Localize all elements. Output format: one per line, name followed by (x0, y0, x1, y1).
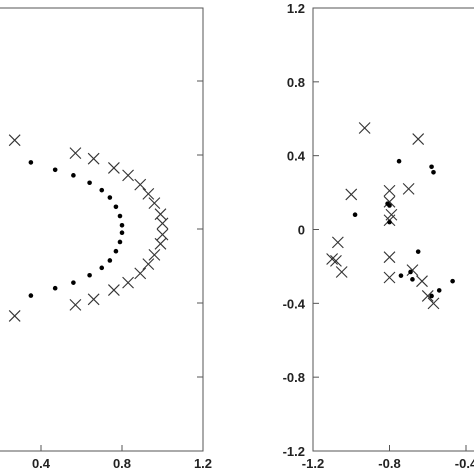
cross-point (330, 254, 342, 267)
dot-point (107, 195, 113, 200)
cross-point (335, 266, 348, 278)
cross-point (345, 188, 358, 201)
cross-point (8, 310, 21, 322)
axes-frame (312, 7, 474, 452)
cross-point (8, 134, 21, 147)
dot-point (71, 173, 76, 178)
dot-point (71, 280, 76, 285)
cross-point (156, 217, 169, 230)
dot-point (429, 164, 434, 170)
x-tick-label: -1.2 (302, 456, 324, 471)
dot-point (107, 258, 113, 263)
x-tick-label: -0.8 (378, 456, 400, 471)
dot-point (113, 204, 119, 210)
cross-point (326, 253, 339, 265)
cross-point (383, 184, 396, 197)
dot-point (119, 223, 125, 228)
dot-point (87, 180, 92, 186)
dot-point (87, 272, 92, 278)
left-scatter-panel: 0.4 0.8 1.2 (0, 7, 212, 471)
x-tick-label: 1.2 (194, 456, 212, 471)
cross-point (427, 297, 440, 310)
cross-point (122, 276, 134, 289)
cross-point (122, 169, 134, 182)
cross-point (412, 133, 425, 145)
cross-point (69, 147, 82, 160)
dot-point (429, 293, 434, 299)
cross-point (108, 284, 120, 296)
y-tick-label: -1.2 (283, 444, 305, 459)
dot-point (431, 169, 436, 175)
cross-point (154, 237, 167, 250)
y-tick-label: 0.4 (287, 149, 306, 164)
cross-point (331, 236, 344, 249)
cross-point (142, 187, 155, 200)
dot-point (99, 265, 105, 271)
cross-point (142, 258, 155, 271)
axes-frame (0, 7, 204, 452)
x-tick-label: 0.4 (32, 456, 51, 471)
cross-point (87, 152, 100, 165)
cross-point (383, 271, 396, 284)
y-tick-label: 1.2 (287, 1, 305, 16)
dot-point (352, 212, 358, 218)
dot-point (52, 167, 58, 173)
dot-point (396, 158, 402, 164)
dot-point (410, 277, 415, 282)
cross-point (154, 208, 167, 221)
y-tick-label: 0 (298, 223, 305, 238)
cross-point (148, 249, 161, 261)
dot-point (99, 187, 105, 193)
dot-point (28, 160, 34, 165)
cross-point (383, 251, 396, 264)
dot-point (387, 219, 392, 225)
dot-point (436, 288, 442, 293)
dot-point (52, 285, 58, 291)
dot-point (113, 248, 119, 254)
dot-point (408, 269, 413, 275)
cross-point (383, 195, 396, 208)
right-scatter-panel: -1.2 -0.8 -0.4 1.2 0.8 0.4 0 -0.4 -0.8 -1.2 (283, 1, 474, 471)
dot-point (398, 273, 404, 278)
dot-point (28, 293, 34, 298)
cross-point (108, 162, 120, 174)
x-tick-label: -0.4 (455, 456, 474, 471)
cross-point (134, 267, 147, 280)
cross-point (406, 264, 419, 276)
cross-point (87, 293, 100, 306)
cross-point (69, 298, 82, 311)
y-tick-label: 0.8 (287, 75, 305, 90)
dot-point (387, 203, 392, 208)
dot-point (119, 230, 125, 235)
cross-point (402, 183, 415, 195)
cross-point (358, 122, 371, 134)
y-tick-label: -0.4 (283, 296, 306, 311)
dot-point (117, 239, 123, 245)
y-tick-label: -0.8 (283, 370, 305, 385)
x-tick-label: 0.8 (113, 456, 131, 471)
cross-point (156, 228, 169, 241)
dot-point (450, 278, 455, 284)
cross-point (421, 290, 434, 302)
cross-point (416, 275, 428, 288)
dot-point (117, 213, 123, 219)
dot-point (415, 249, 421, 254)
cross-point (134, 178, 147, 191)
cross-point (148, 197, 161, 209)
